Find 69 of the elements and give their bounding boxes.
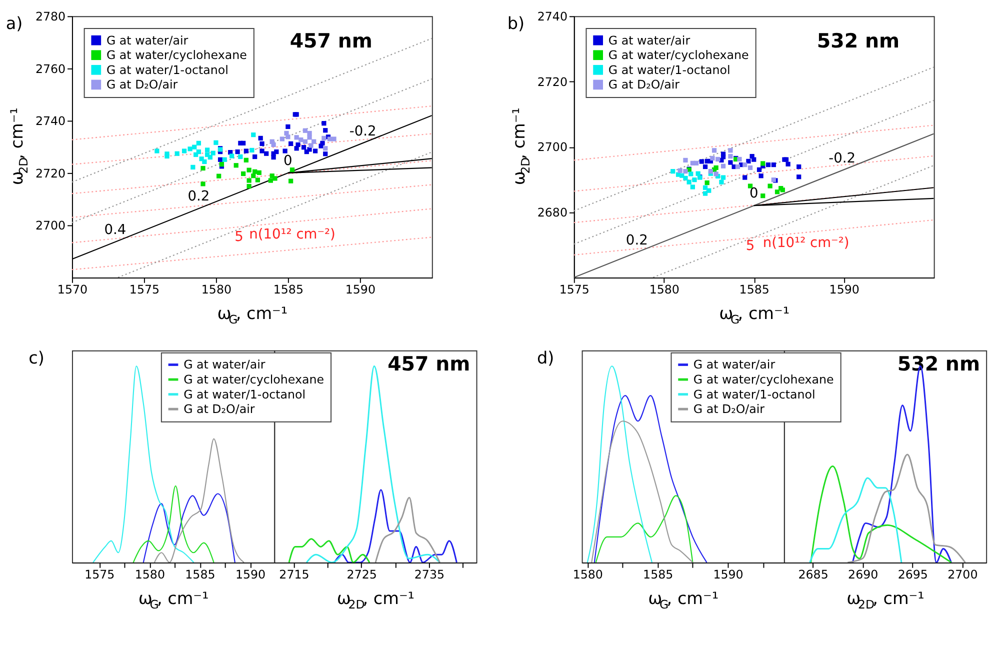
x-tick-label: 1585 — [643, 568, 674, 582]
x-tick-label: 1575 — [129, 282, 160, 297]
annotation: 0.2 — [626, 232, 648, 248]
legend-label: G at water/cyclohexane — [184, 372, 324, 386]
text: c) — [28, 347, 44, 368]
y-tick-label: 2760 — [35, 62, 66, 76]
annotation: -0.2 — [828, 150, 856, 166]
x-tick-label: 2685 — [798, 568, 828, 582]
text: a) — [6, 12, 23, 33]
y-tick-label: 2740 — [537, 10, 568, 24]
x-tick-label: 2725 — [346, 568, 377, 582]
y-tick-label: 2680 — [537, 206, 568, 220]
legend-label: G at water/cyclohexane — [693, 372, 834, 386]
legend-label: G at water/air — [184, 358, 266, 372]
text: b) — [507, 12, 525, 33]
annotation: 5 — [234, 229, 244, 246]
x-tick-label: 1590 — [235, 568, 266, 582]
y-tick-label: 2780 — [35, 10, 66, 24]
x-tick-label: 2735 — [414, 568, 444, 582]
legend-label: G at water/1-octanol — [608, 62, 730, 77]
x-tick-label: 1590 — [345, 282, 376, 297]
annotation: -0.2 — [349, 123, 376, 140]
x-tick-label: 1575 — [559, 282, 590, 297]
text: d) — [537, 347, 554, 368]
y-tick-label: 2720 — [537, 74, 568, 89]
y-axis-title: ω2D, cm⁻¹ — [6, 107, 30, 186]
legend-label: G at D₂O/air — [106, 78, 178, 92]
y-tick-label: 2740 — [35, 114, 66, 128]
x-tick-label: 1570 — [57, 282, 88, 297]
legend-label: G at water/air — [106, 33, 188, 48]
annotation: 532 nm — [816, 30, 900, 53]
x-tick-label: 1585 — [739, 282, 770, 297]
x-tick-label: 1580 — [201, 282, 232, 297]
x-tick-label: 1575 — [84, 568, 115, 582]
annotation: n(10¹² cm⁻²) — [249, 226, 336, 242]
y-tick-label: 2700 — [537, 140, 568, 154]
annotation: 457 nm — [290, 30, 372, 53]
annotation: 457 nm — [388, 352, 470, 376]
annotation: 0 — [284, 153, 292, 170]
legend-label: G at D₂O/air — [693, 402, 765, 416]
x-tick-label: 1580 — [649, 282, 680, 297]
legend-label: G at water/cyclohexane — [608, 48, 749, 62]
legend-label: G at water/cyclohexane — [106, 48, 247, 62]
legend-label: G at water/1-octanol — [693, 387, 816, 402]
y-tick-label: 2720 — [35, 166, 66, 180]
annotation: 532 nm — [897, 352, 980, 376]
x-tick-label: 2690 — [848, 568, 878, 582]
annotation: n(10¹² cm⁻²) — [762, 234, 850, 251]
annotation: 0.2 — [188, 188, 210, 205]
y-axis-title: ω2D, cm⁻¹ — [508, 107, 532, 186]
y-tick-label: 2700 — [35, 218, 66, 233]
x-tick-label: 1580 — [572, 568, 603, 582]
x-tick-label: 1580 — [134, 568, 165, 582]
x-tick-label: 2715 — [279, 568, 310, 582]
annotation: 0 — [749, 186, 758, 202]
x-tick-label: 1585 — [273, 282, 304, 297]
legend-label: G at water/1-octanol — [106, 62, 228, 77]
x-tick-label: 1590 — [713, 568, 744, 582]
x-tick-label: 1590 — [829, 282, 860, 297]
x-tick-label: 1585 — [185, 568, 216, 582]
annotation: 5 — [746, 238, 755, 254]
x-tick-label: 2700 — [948, 568, 978, 582]
legend-label: G at D₂O/air — [184, 402, 255, 416]
legend-label: G at water/air — [608, 33, 690, 48]
legend-label: G at D₂O/air — [608, 78, 680, 92]
legend-label: G at water/air — [693, 358, 776, 372]
x-tick-label: 2695 — [898, 568, 928, 582]
annotation: 0.4 — [104, 222, 126, 238]
legend-label: G at water/1-octanol — [184, 387, 306, 402]
